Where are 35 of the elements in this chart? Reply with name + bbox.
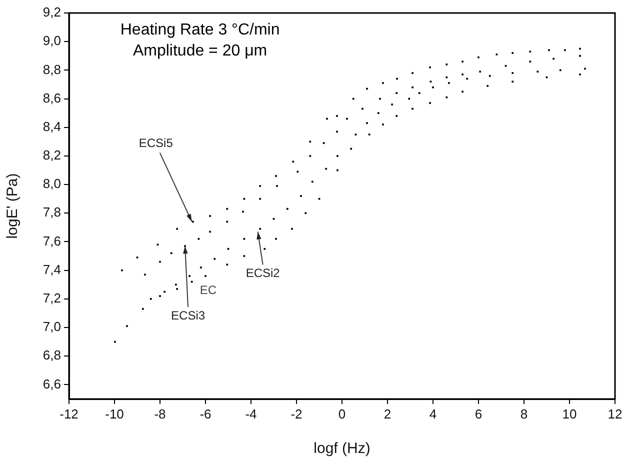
annotation: ECSi2	[246, 266, 280, 280]
annotation: ECSi3	[171, 308, 206, 322]
x-tick-label: 6	[474, 406, 482, 422]
y-tick-label: 7,8	[42, 204, 61, 220]
x-tick-label: -8	[154, 406, 166, 422]
y-tick-label: 7,6	[42, 233, 61, 248]
y-tick-label: 8,6	[42, 90, 61, 106]
y-tick-label: 9,0	[42, 33, 61, 48]
x-tick-label: -6	[200, 406, 212, 422]
y-axis-title: logE' (Pa)	[4, 173, 22, 239]
x-tick-label: -2	[290, 406, 302, 422]
y-tick-label: 7,4	[42, 262, 61, 277]
text: Heating Rate 3 °C/min	[120, 21, 280, 38]
x-tick-label: -10	[105, 406, 124, 422]
y-tick-label: 8,4	[42, 118, 61, 134]
y-tick-label: 8,0	[42, 176, 61, 192]
x-tick-label: 12	[608, 406, 622, 422]
annotation: ECSi5	[138, 136, 174, 150]
x-tick-label: 8	[520, 406, 528, 422]
y-tick-label: 9,2	[42, 4, 61, 20]
y-tick-label: 6,8	[42, 348, 61, 363]
x-tick-label: -4	[245, 406, 257, 422]
y-tick-label: 6,6	[42, 376, 61, 392]
text: Amplitude = 20 μm	[132, 42, 268, 60]
y-tick-label: 8,8	[42, 62, 61, 77]
y-tick-label: 7,2	[42, 290, 61, 306]
annotation: EC	[200, 283, 217, 298]
x-tick-label: 4	[429, 406, 437, 422]
x-tick-label: -12	[60, 406, 78, 422]
y-tick-label: 7,0	[42, 319, 61, 334]
y-tick-label: 8,2	[42, 148, 61, 163]
x-axis-title: logf (Hz)	[314, 440, 370, 458]
x-tick-label: 10	[562, 406, 577, 422]
x-tick-label: 2	[384, 406, 392, 422]
x-tick-label: 0	[338, 406, 346, 422]
